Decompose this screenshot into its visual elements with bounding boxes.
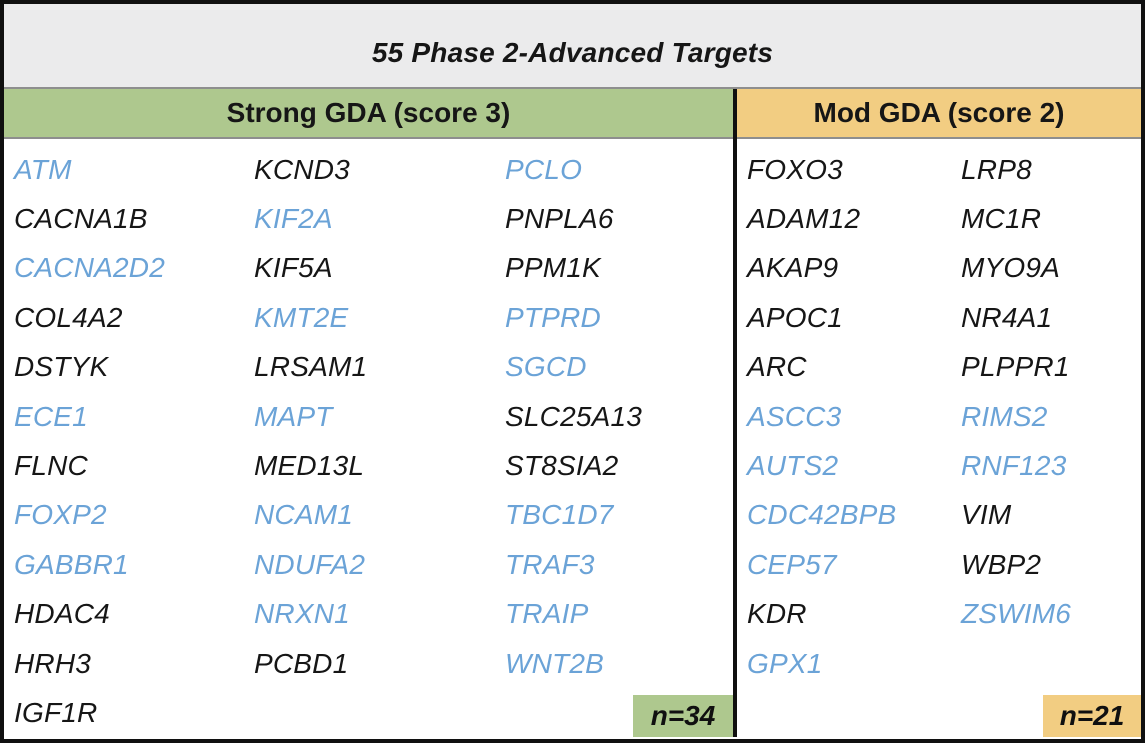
gene-cell: IGF1R	[14, 696, 98, 728]
gene-cell: RIMS2	[961, 400, 1048, 432]
gene-cell: FOXO3	[747, 153, 843, 185]
gene-cell: WBP2	[961, 548, 1042, 580]
gene-cell: WNT2B	[505, 647, 604, 679]
gene-cell: PCLO	[505, 153, 583, 185]
gene-cell: LRP8	[961, 153, 1032, 185]
gene-cell: CACNA2D2	[14, 252, 165, 284]
gene-cell: PLPPR1	[961, 351, 1070, 383]
gene-cell: VIM	[961, 499, 1012, 531]
gene-cell: ADAM12	[747, 203, 861, 235]
gene-cell: KCND3	[254, 153, 350, 185]
strong-gene-grid: ATM CACNA1B CACNA2D2 COL4A2 DSTYK ECE1 FLNC FOX…	[4, 139, 733, 737]
gene-cell: ARC	[747, 351, 807, 383]
gene-cell: TBC1D7	[505, 499, 614, 531]
gene-cell: NRXN1	[254, 598, 350, 630]
gene-cell: PNPLA6	[505, 203, 614, 235]
gene-list-body: ATM CACNA1B CACNA2D2 COL4A2 DSTYK ECE1 FLNC FOX…	[4, 139, 1141, 737]
mod-gda-header: Mod GDA (score 2)	[737, 89, 1141, 139]
strong-count-badge: n=34	[633, 695, 733, 737]
gene-cell: ECE1	[14, 400, 88, 432]
gene-cell: KMT2E	[254, 301, 349, 333]
gene-cell: NR4A1	[961, 301, 1053, 333]
page-title: 55 Phase 2-Advanced Targets	[371, 36, 774, 68]
mod-count-badge: n=21	[1043, 695, 1141, 737]
gene-cell: MED13L	[254, 450, 365, 482]
gene-cell: KDR	[747, 598, 807, 630]
gene-cell: SLC25A13	[505, 400, 643, 432]
gene-cell: CEP57	[747, 548, 837, 580]
gene-cell: HRH3	[14, 647, 92, 679]
gene-cell: APOC1	[747, 301, 843, 333]
gene-cell: COL4A2	[14, 301, 123, 333]
gene-cell: GABBR1	[14, 548, 129, 580]
gene-cell: RNF123	[961, 450, 1067, 482]
gene-cell: PPM1K	[505, 252, 601, 284]
gene-cell: DSTYK	[14, 351, 109, 383]
strong-gene-column-3: PCLO PNPLA6 PPM1K PTPRD SGCD SLC25A13 ST8SIA2 T…	[505, 145, 733, 738]
gene-cell: MYO9A	[961, 252, 1061, 284]
section-divider	[733, 139, 737, 737]
gene-cell: KIF5A	[254, 252, 333, 284]
gene-cell: ATM	[14, 153, 72, 185]
gene-cell: NCAM1	[254, 499, 354, 531]
mod-gene-grid: FOXO3 ADAM12 AKAP9 APOC1 ARC ASCC3 AUTS2 CDC42B…	[737, 139, 1141, 737]
gene-cell: ZSWIM6	[961, 598, 1072, 630]
gene-cell: PCBD1	[254, 647, 349, 679]
gene-cell: MAPT	[254, 400, 333, 432]
gene-cell: LRSAM1	[254, 351, 368, 383]
gene-cell: CDC42BPB	[747, 499, 897, 531]
gene-cell: ASCC3	[747, 400, 842, 432]
gene-cell: SGCD	[505, 351, 587, 383]
mod-gene-column-2: LRP8 MC1R MYO9A NR4A1 PLPPR1 RIMS2 RNF123 VIM WB…	[961, 145, 1141, 737]
gene-cell: MC1R	[961, 203, 1042, 235]
strong-gda-panel: ATM CACNA1B CACNA2D2 COL4A2 DSTYK ECE1 FLNC FOX…	[4, 139, 733, 737]
strong-gda-header: Strong GDA (score 3)	[4, 89, 733, 139]
gene-cell: AKAP9	[747, 252, 839, 284]
section-header-row: Strong GDA (score 3) Mod GDA (score 2)	[4, 89, 1141, 139]
gene-cell: CACNA1B	[14, 203, 148, 235]
gene-cell: PTPRD	[505, 301, 601, 333]
strong-gene-column-1: ATM CACNA1B CACNA2D2 COL4A2 DSTYK ECE1 FLNC FOX…	[14, 145, 254, 738]
gene-cell: ST8SIA2	[505, 450, 619, 482]
gene-cell: FOXP2	[14, 499, 107, 531]
gene-cell: TRAF3	[505, 548, 595, 580]
gene-cell: TRAIP	[505, 598, 589, 630]
gene-cell: AUTS2	[747, 450, 839, 482]
gene-cell: FLNC	[14, 450, 88, 482]
gene-cell: NDUFA2	[254, 548, 366, 580]
mod-gene-column-1: FOXO3 ADAM12 AKAP9 APOC1 ARC ASCC3 AUTS2 CDC42B…	[747, 145, 961, 737]
gene-cell: KIF2A	[254, 203, 333, 235]
mod-gda-panel: FOXO3 ADAM12 AKAP9 APOC1 ARC ASCC3 AUTS2 CDC42B…	[737, 139, 1141, 737]
strong-gene-column-2: KCND3 KIF2A KIF5A KMT2E LRSAM1 MAPT MED13L NCAM…	[254, 145, 505, 738]
section-divider	[733, 89, 737, 139]
gene-cell: HDAC4	[14, 598, 110, 630]
table-title-row: 55 Phase 2-Advanced Targets	[4, 4, 1141, 89]
gene-cell: GPX1	[747, 647, 823, 679]
